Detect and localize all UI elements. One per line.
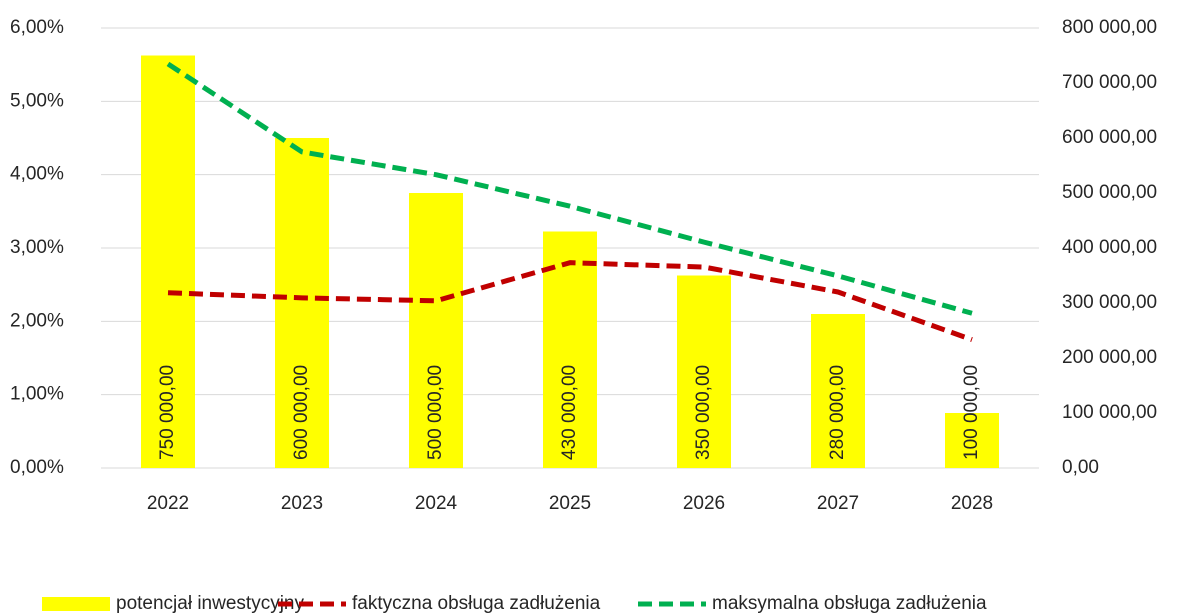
y-tick-label: 0,00% [10, 457, 64, 478]
bar [409, 193, 463, 468]
data-label: 500 000,00 [425, 365, 446, 460]
y-tick-label: 2,00% [10, 310, 64, 331]
y2-tick-label: 300 000,00 [1062, 292, 1157, 313]
bar [945, 413, 999, 468]
x-tick-label: 2025 [549, 493, 591, 514]
x-tick-label: 2022 [147, 493, 189, 514]
y2-tick-label: 500 000,00 [1062, 182, 1157, 203]
x-tick-label: 2024 [415, 493, 458, 514]
y2-tick-label: 400 000,00 [1062, 237, 1157, 258]
data-label: 280 000,00 [827, 365, 848, 460]
y2-tick-label: 800 000,00 [1062, 17, 1157, 38]
x-tick-label: 2027 [817, 493, 859, 514]
legend-label: faktyczna obsługa zadłużenia [352, 593, 601, 614]
y2-tick-label: 700 000,00 [1062, 72, 1157, 93]
y2-tick-label: 600 000,00 [1062, 127, 1157, 148]
y-tick-label: 4,00% [10, 164, 64, 185]
data-label: 350 000,00 [693, 365, 714, 460]
y2-tick-label: 0,00 [1062, 457, 1099, 478]
legend-label: maksymalna obsługa zadłużenia [712, 593, 987, 614]
bar [141, 55, 195, 468]
y-tick-label: 6,00% [10, 17, 64, 38]
legend-label: potencjał inwestycyjny [116, 593, 304, 614]
x-tick-label: 2023 [281, 493, 323, 514]
y-tick-label: 1,00% [10, 384, 64, 405]
bar [275, 138, 329, 468]
bar [677, 275, 731, 468]
y2-tick-label: 200 000,00 [1062, 347, 1157, 368]
data-label: 430 000,00 [559, 365, 580, 460]
x-tick-label: 2028 [951, 493, 993, 514]
bar [543, 231, 597, 468]
x-tick-label: 2026 [683, 493, 725, 514]
y-tick-label: 3,00% [10, 237, 64, 258]
y2-tick-label: 100 000,00 [1062, 402, 1157, 423]
y-tick-label: 5,00% [10, 90, 64, 111]
data-label: 600 000,00 [291, 365, 312, 460]
line [166, 61, 973, 316]
data-label: 750 000,00 [157, 365, 178, 460]
data-label: 100 000,00 [961, 365, 982, 460]
legend-swatch [42, 597, 110, 611]
line [167, 260, 973, 343]
bar [811, 314, 865, 468]
